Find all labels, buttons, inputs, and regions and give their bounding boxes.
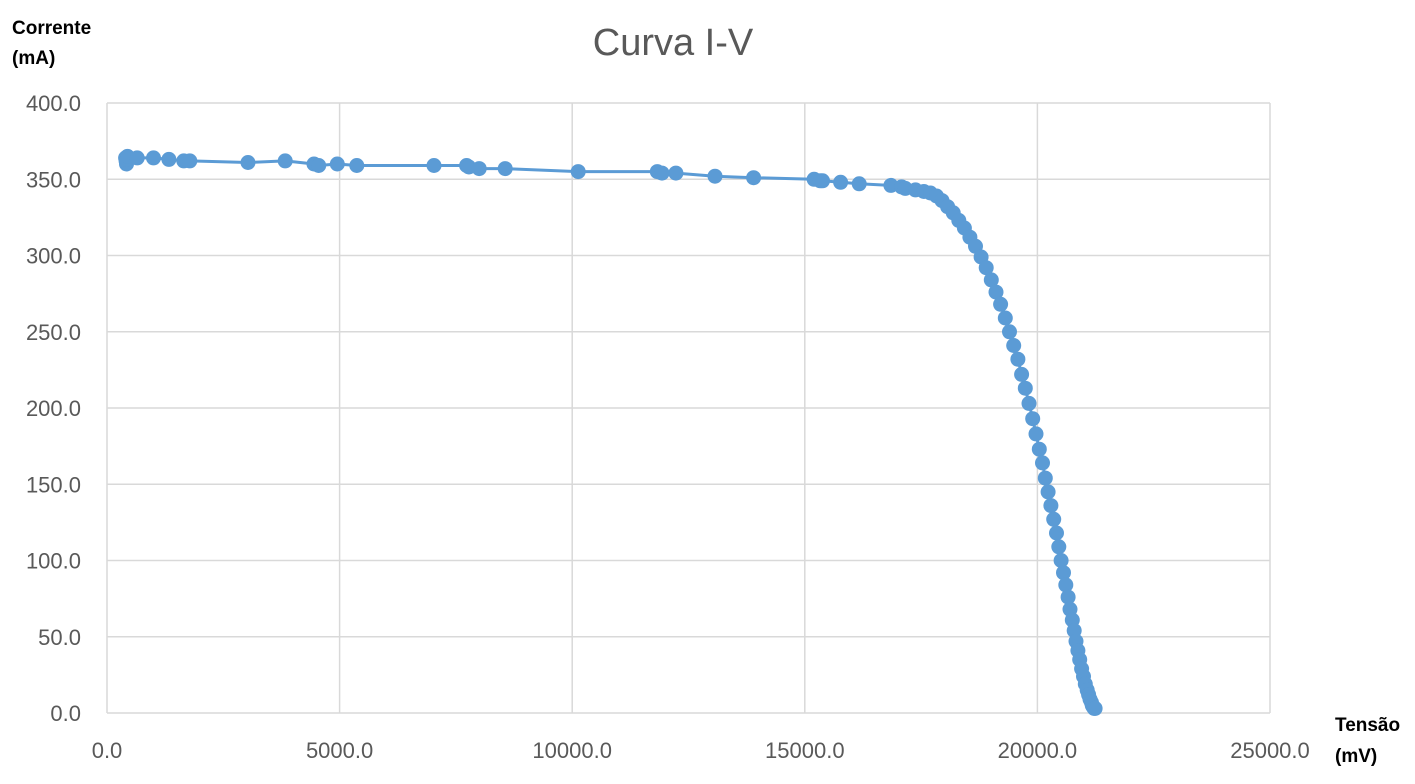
y-tick-label: 150.0 xyxy=(26,472,81,497)
data-point xyxy=(277,153,293,169)
data-point xyxy=(1028,426,1044,442)
data-point xyxy=(1017,380,1033,396)
data-point xyxy=(1025,411,1041,427)
data-point xyxy=(182,153,198,169)
data-point xyxy=(1049,525,1064,541)
data-point xyxy=(471,161,487,177)
y-tick-label: 0.0 xyxy=(50,701,81,726)
data-point xyxy=(1043,498,1059,514)
data-point xyxy=(993,296,1009,312)
data-point xyxy=(497,161,513,177)
data-point xyxy=(851,176,867,192)
x-tick-label: 25000.0 xyxy=(1230,738,1310,763)
data-point xyxy=(983,272,999,288)
data-point xyxy=(1006,338,1022,353)
data-point xyxy=(161,151,177,167)
x-tick-label: 20000.0 xyxy=(998,738,1078,763)
data-point xyxy=(426,158,442,173)
data-point xyxy=(815,173,830,189)
data-point xyxy=(570,164,586,180)
data-point xyxy=(129,150,145,166)
x-tick-label: 5000.0 xyxy=(306,738,373,763)
data-point xyxy=(329,156,345,172)
data-point xyxy=(746,170,762,186)
data-point xyxy=(311,158,327,173)
data-point xyxy=(240,155,256,170)
y-tick-label: 50.0 xyxy=(38,625,81,650)
data-point xyxy=(707,168,723,184)
x-axis-label-line2: (mV) xyxy=(1335,746,1377,767)
data-series xyxy=(118,148,1103,716)
data-point xyxy=(1053,553,1069,568)
data-point xyxy=(1046,511,1062,527)
data-point xyxy=(1002,324,1017,340)
x-tick-label: 10000.0 xyxy=(532,738,612,763)
data-point xyxy=(997,310,1013,326)
data-point xyxy=(146,150,161,166)
data-point xyxy=(1087,700,1103,716)
chart-title: Curva I-V xyxy=(593,22,754,64)
y-axis-label-line2: (mA) xyxy=(12,48,55,69)
tick-labels: 0.0 50.0 100.0 150.0 200.0 250.0 300.0 350.0 400… xyxy=(26,91,1310,763)
data-point xyxy=(1031,441,1047,457)
data-point xyxy=(1051,539,1067,555)
data-point xyxy=(978,260,994,276)
x-axis-label-line1: Tensão xyxy=(1335,715,1400,736)
data-point xyxy=(654,165,670,181)
y-tick-label: 250.0 xyxy=(26,320,81,345)
data-point xyxy=(833,174,849,190)
x-tick-label: 0.0 xyxy=(92,738,123,763)
gridlines xyxy=(106,102,1271,714)
series-line xyxy=(124,154,1096,710)
data-point xyxy=(1021,395,1037,411)
data-point xyxy=(1014,366,1030,382)
data-point xyxy=(1060,589,1076,605)
y-tick-label: 300.0 xyxy=(26,244,81,269)
y-tick-label: 200.0 xyxy=(26,396,81,421)
data-point xyxy=(1037,470,1053,486)
data-point xyxy=(668,165,684,181)
data-point xyxy=(1056,565,1071,581)
y-tick-label: 100.0 xyxy=(26,549,81,574)
data-point xyxy=(988,284,1004,300)
y-tick-label: 350.0 xyxy=(26,167,81,192)
data-point xyxy=(1058,577,1074,593)
data-point xyxy=(1010,351,1026,367)
y-tick-label: 400.0 xyxy=(26,91,81,116)
data-point xyxy=(349,158,365,173)
y-axis-label-line1: Corrente xyxy=(12,18,91,39)
data-point xyxy=(1035,455,1050,471)
data-point xyxy=(1040,484,1056,500)
x-tick-label: 15000.0 xyxy=(765,738,845,763)
